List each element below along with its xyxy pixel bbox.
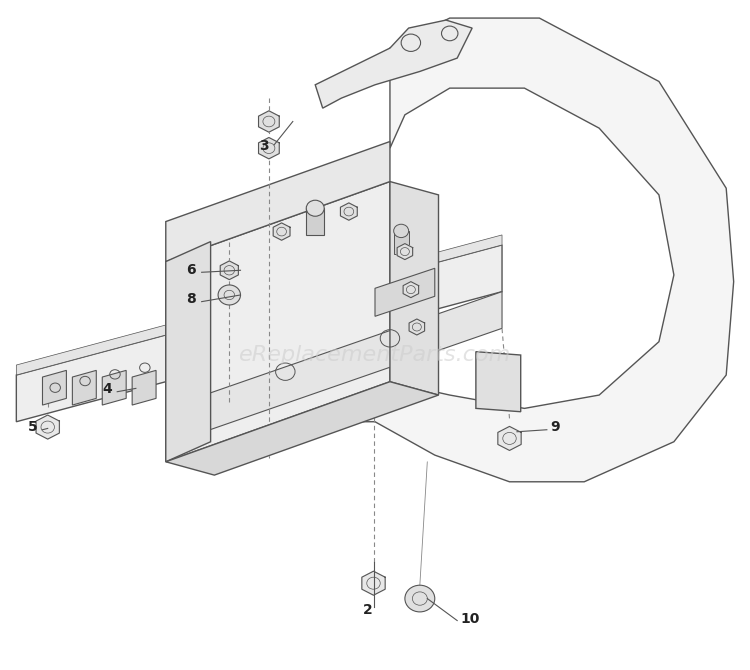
Polygon shape [375,268,435,316]
Polygon shape [220,261,238,279]
Polygon shape [394,231,409,255]
Polygon shape [102,371,126,405]
Text: 6: 6 [186,263,196,277]
Text: 4: 4 [102,382,112,396]
Polygon shape [390,182,439,395]
Circle shape [405,585,435,612]
Polygon shape [397,244,412,259]
Polygon shape [132,371,156,405]
Polygon shape [476,352,520,412]
Text: 9: 9 [550,420,560,434]
Polygon shape [166,141,390,261]
Polygon shape [16,245,502,421]
Polygon shape [403,281,418,297]
Polygon shape [340,203,357,220]
Circle shape [306,200,324,216]
Text: 5: 5 [28,420,38,434]
Polygon shape [409,319,424,335]
Text: 2: 2 [363,603,373,617]
Polygon shape [259,137,279,159]
Polygon shape [166,242,211,462]
Polygon shape [259,111,279,132]
Text: 10: 10 [461,612,480,626]
Polygon shape [16,235,502,375]
Polygon shape [273,223,290,241]
Polygon shape [36,415,59,439]
Circle shape [394,224,409,238]
Polygon shape [43,371,67,405]
Polygon shape [166,382,439,475]
Polygon shape [166,291,502,445]
Text: eReplacementParts.com: eReplacementParts.com [238,345,512,365]
Polygon shape [166,182,390,462]
Circle shape [218,285,241,305]
Text: 3: 3 [260,139,269,153]
Polygon shape [306,208,324,235]
Polygon shape [498,426,521,450]
Polygon shape [72,371,96,405]
Polygon shape [330,18,734,482]
Polygon shape [315,20,472,108]
Polygon shape [362,572,386,595]
Text: 8: 8 [186,292,196,306]
